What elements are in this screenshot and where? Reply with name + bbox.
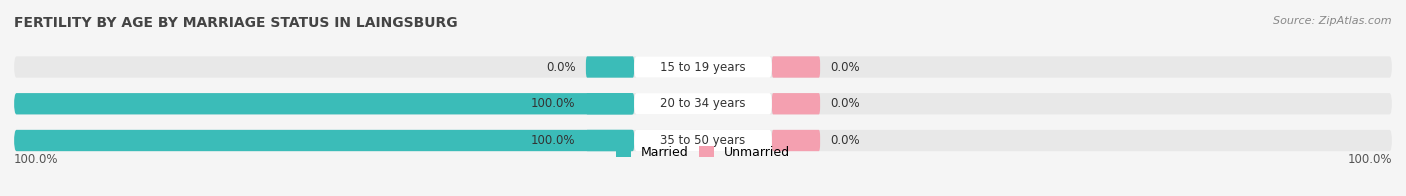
FancyBboxPatch shape — [772, 93, 820, 114]
Text: 35 to 50 years: 35 to 50 years — [661, 134, 745, 147]
FancyBboxPatch shape — [14, 56, 1392, 78]
Text: 20 to 34 years: 20 to 34 years — [661, 97, 745, 110]
FancyBboxPatch shape — [634, 93, 772, 114]
FancyBboxPatch shape — [586, 93, 634, 114]
FancyBboxPatch shape — [634, 130, 772, 151]
Text: FERTILITY BY AGE BY MARRIAGE STATUS IN LAINGSBURG: FERTILITY BY AGE BY MARRIAGE STATUS IN L… — [14, 16, 458, 30]
Text: 0.0%: 0.0% — [831, 61, 860, 74]
Text: 15 to 19 years: 15 to 19 years — [661, 61, 745, 74]
Legend: Married, Unmarried: Married, Unmarried — [612, 141, 794, 164]
Text: 100.0%: 100.0% — [1347, 153, 1392, 166]
FancyBboxPatch shape — [14, 130, 634, 151]
FancyBboxPatch shape — [634, 56, 772, 78]
Text: 100.0%: 100.0% — [531, 97, 575, 110]
FancyBboxPatch shape — [14, 93, 1392, 114]
FancyBboxPatch shape — [772, 56, 820, 78]
Text: 0.0%: 0.0% — [546, 61, 575, 74]
Text: 100.0%: 100.0% — [14, 153, 59, 166]
Text: 0.0%: 0.0% — [831, 134, 860, 147]
FancyBboxPatch shape — [14, 93, 634, 114]
Text: 0.0%: 0.0% — [831, 97, 860, 110]
FancyBboxPatch shape — [14, 130, 1392, 151]
Text: 100.0%: 100.0% — [531, 134, 575, 147]
FancyBboxPatch shape — [586, 130, 634, 151]
FancyBboxPatch shape — [772, 130, 820, 151]
Text: Source: ZipAtlas.com: Source: ZipAtlas.com — [1274, 16, 1392, 26]
FancyBboxPatch shape — [586, 56, 634, 78]
